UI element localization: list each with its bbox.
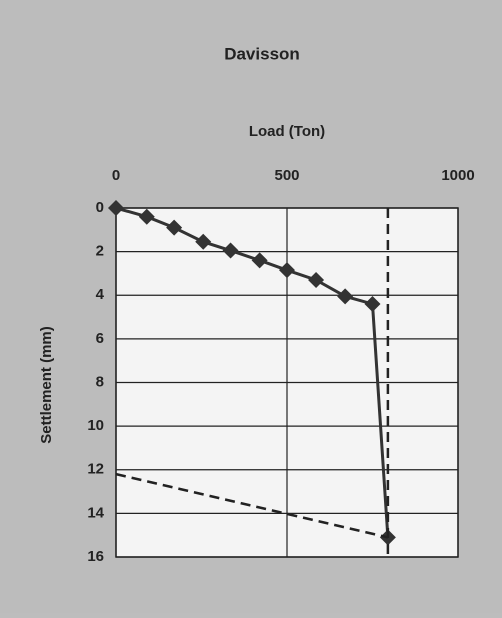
- data-point: [222, 242, 239, 259]
- x-tick-label: 500: [274, 167, 299, 184]
- y-tick-label: 14: [87, 504, 104, 521]
- data-point: [108, 200, 124, 216]
- y-tick-label: 16: [87, 548, 104, 565]
- data-point: [364, 295, 381, 312]
- data-point: [279, 262, 295, 279]
- y-tick-label: 10: [87, 417, 104, 434]
- data-point: [195, 233, 212, 250]
- x-axis-label: Load (Ton): [249, 123, 325, 140]
- y-tick-label: 6: [96, 330, 104, 347]
- data-point: [251, 252, 268, 269]
- y-tick-label: 0: [96, 199, 104, 216]
- data-line: [115, 472, 389, 539]
- y-tick-label: 2: [96, 243, 104, 260]
- y-axis-label: Settlement (mm): [38, 326, 55, 444]
- data-point: [337, 288, 354, 305]
- data-point: [308, 271, 325, 288]
- chart-title: Davisson: [224, 44, 300, 63]
- data-point: [166, 219, 183, 236]
- x-tick-label: 0: [112, 167, 120, 184]
- y-tick-label: 8: [96, 373, 104, 390]
- data-point: [138, 208, 155, 225]
- x-tick-label: 1000: [441, 167, 474, 184]
- y-tick-label: 4: [96, 286, 105, 303]
- y-tick-label: 12: [87, 461, 104, 478]
